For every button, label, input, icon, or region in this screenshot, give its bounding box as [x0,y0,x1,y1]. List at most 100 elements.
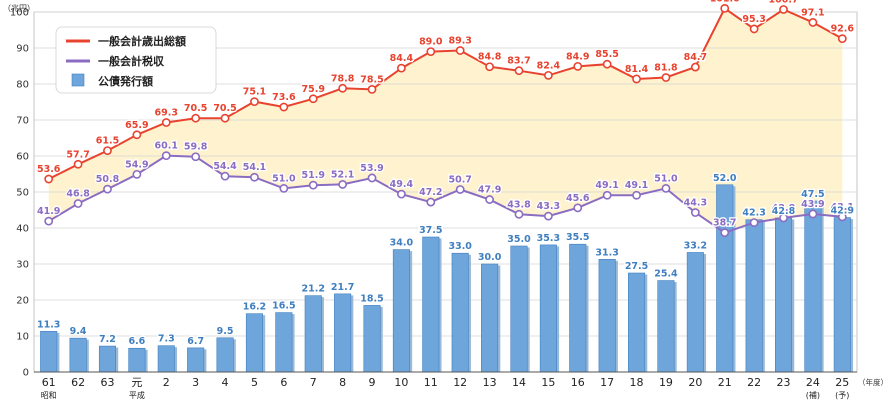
tax-revenue-line-point [837,212,847,222]
tax-revenue-line-point [573,203,583,213]
x-tick-label: 63 [100,376,114,389]
bond-value-label: 21.2 [302,284,325,295]
expenditure-value-label: 89.0 [419,37,443,48]
expenditure-value-label: 95.3 [742,14,765,25]
tax-value-label: 59.8 [184,142,208,153]
bond-value-label: 6.6 [128,336,145,347]
bond-bar [657,280,675,373]
x-tick-label: 8 [339,376,346,389]
tax-value-label: 47.2 [419,187,442,198]
tax-value-label: 38.7 [713,218,736,229]
bond-bar [128,347,146,373]
x-tick-label: 25 [835,376,849,389]
x-tick-label: 14 [512,376,526,389]
expenditure-line-point [661,73,671,82]
bond-bar [774,217,793,373]
bond-value-label: 25.4 [654,269,678,280]
bond-value-label: 21.7 [331,282,354,293]
tax-revenue-line-point [220,171,230,181]
tax-revenue-line-point [455,185,465,194]
expenditure-line-point [308,94,318,104]
expenditure-line-point [837,34,847,44]
tax-value-label: 46.8 [66,189,90,200]
tax-value-label: 50.7 [448,174,471,185]
expenditure-value-label: 84.8 [478,52,502,63]
tax-value-label: 54.9 [125,159,148,170]
y-tick-label: 10 [16,332,29,343]
bond-value-label: 11.3 [37,319,60,330]
tax-value-label: 41.9 [37,206,60,217]
bond-value-label: 35.0 [507,234,531,245]
bond-value-label: 34.0 [390,238,414,249]
expenditure-value-label: 85.5 [595,49,618,60]
expenditure-value-label: 57.7 [66,149,89,160]
expenditure-line-point [44,174,54,184]
expenditure-line-point [485,62,494,72]
tax-revenue-line-point [279,183,289,193]
x-tick-label: 元 [131,376,142,389]
bond-value-label: 42.8 [772,206,796,217]
x-tick-label: 22 [747,376,761,389]
x-tick-sublabel: 平成 [129,390,145,400]
bond-value-label: 7.2 [99,334,116,345]
tax-revenue-line-point [103,184,112,194]
tax-value-label: 43.3 [537,201,560,212]
bond-value-label: 42.3 [742,208,765,219]
bond-value-label: 52.0 [713,173,737,184]
legend-tax-label: 一般会計税収 [98,54,165,68]
bond-value-label: 31.3 [595,247,618,258]
bond-bar [422,236,440,373]
tax-revenue-line-point [397,189,406,199]
bond-bar [275,312,293,373]
tax-value-label: 49.1 [595,180,618,191]
x-tick-label: 12 [453,376,467,389]
expenditure-value-label: 92.6 [831,24,855,35]
y-tick-label: 50 [16,188,29,199]
expenditure-line-point [397,63,406,73]
x-tick-label: 15 [541,376,555,389]
bond-value-label: 7.3 [158,334,175,345]
expenditure-line-point [573,61,583,71]
tax-value-label: 51.9 [302,170,325,181]
x-tick-label: 2 [163,376,170,389]
tax-revenue-line-point [367,173,377,183]
bond-bar [245,313,263,373]
expenditure-line-point [749,24,759,34]
bond-value-label: 30.0 [478,252,502,263]
bond-bar [628,272,646,373]
bond-value-label: 37.5 [419,225,442,236]
expenditure-line-point [279,102,289,112]
expenditure-value-label: 89.3 [448,36,471,47]
x-tick-label: 62 [71,376,85,389]
expenditure-line-point [191,113,201,123]
y-tick-label: 40 [16,224,29,235]
expenditure-line-point [338,83,348,93]
tax-revenue-line-point [44,216,54,226]
tax-revenue-line-point [161,151,171,161]
y-tick-label: 80 [16,80,29,91]
expenditure-value-label: 97.1 [801,7,824,18]
x-tick-label: 20 [688,376,702,389]
bond-bar [804,200,822,373]
tax-revenue-line-point [426,197,436,207]
x-tick-label: 19 [659,376,673,389]
x-tick-sublabel: (補) [806,390,820,400]
expenditure-line-point [426,47,436,56]
tax-revenue-line-point [808,209,818,219]
x-axis-unit: （年度） [858,377,886,387]
tax-revenue-line-point [720,228,730,238]
bond-bar [451,252,469,373]
x-tick-label: 6 [280,376,287,389]
tax-revenue-line-point [338,180,348,189]
y-tick-label: 0 [23,368,29,379]
expenditure-line-point [220,113,230,123]
y-tick-label: 90 [16,44,29,55]
tax-value-label: 43.1 [831,202,854,213]
expenditure-line-point [250,97,259,107]
tax-revenue-line-point [73,199,83,208]
expenditure-line-point [367,85,377,94]
x-tick-label: 7 [310,376,317,389]
tax-revenue-line-point [191,152,201,162]
expenditure-value-label: 53.6 [37,164,61,175]
